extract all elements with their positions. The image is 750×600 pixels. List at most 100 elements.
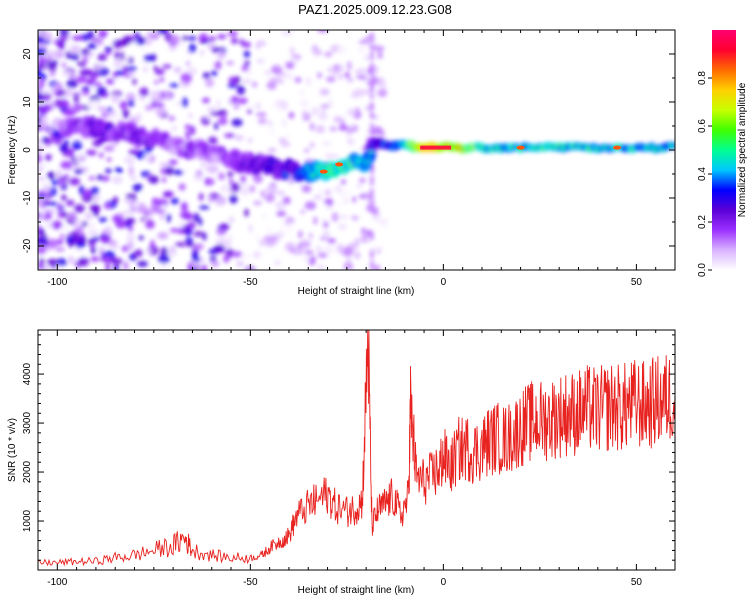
spectrogram-noise-blob — [111, 141, 119, 147]
spectrogram-noise-blob — [132, 78, 137, 85]
spectrogram-noise-blob — [193, 231, 204, 237]
spectrogram-noise-blob — [38, 78, 45, 89]
colorbar-tick-label: 0.0 — [697, 263, 708, 277]
spectrogram-noise-blob — [185, 132, 191, 142]
spectrogram-noise-blob — [51, 220, 63, 230]
spectrogram-noise-blob — [369, 203, 374, 210]
spectrogram-noise-blob — [154, 68, 165, 76]
spectrogram-noise-blob — [224, 133, 236, 139]
spectrogram-noise-blob — [65, 199, 75, 207]
spectrogram-noise-blob — [318, 187, 323, 198]
spectrogram-noise-blob — [178, 183, 186, 191]
spectrogram-noise-blob — [352, 196, 357, 203]
spectrogram-noise-blob — [55, 247, 66, 252]
spectrogram-noise-blob — [206, 164, 219, 174]
spectrogram-noise-blob — [66, 40, 73, 51]
spectrogram-noise-blob — [213, 61, 222, 69]
spectrogram-noise-blob — [346, 127, 352, 136]
spectrogram-noise-blob — [125, 92, 136, 102]
spectrogram-noise-blob — [193, 243, 204, 251]
spectrogram-noise-blob — [323, 221, 329, 229]
spectrogram-xtick-label: 50 — [631, 277, 643, 288]
spectrogram-noise-blob — [128, 166, 135, 176]
spectrogram-peak — [335, 162, 344, 167]
spectrogram-noise-blob — [105, 263, 111, 270]
spectrogram-noise-blob — [315, 125, 326, 134]
spectrogram-noise-blob — [353, 88, 366, 97]
spectrogram-noise-blob — [170, 34, 180, 45]
snr-ytick-label: 2000 — [22, 460, 33, 483]
spectrogram-noise-blob — [130, 175, 138, 181]
snr-content — [38, 330, 675, 567]
spectrogram-noise-blob — [105, 225, 112, 236]
spectrogram-noise-blob — [320, 184, 330, 191]
spectrogram-noise-blob — [161, 177, 167, 183]
spectrogram-noise-blob — [46, 138, 53, 144]
spectrogram-noise-blob — [38, 236, 44, 246]
spectrogram-noise-blob — [116, 168, 123, 174]
spectrogram-noise-blob — [57, 39, 65, 50]
spectrogram-noise-blob — [123, 155, 135, 165]
spectrogram-noise-blob — [46, 171, 56, 180]
spectrogram-noise-blob — [265, 70, 270, 75]
spectrogram-noise-blob — [87, 30, 94, 40]
spectrogram-noise-blob — [289, 47, 295, 55]
spectrogram-noise-blob — [74, 218, 84, 228]
spectrogram-noise-blob — [313, 216, 318, 225]
spectrogram-noise-blob — [369, 54, 374, 61]
spectrogram-noise-blob — [306, 76, 312, 87]
spectrogram-ridge — [52, 115, 675, 183]
spectrogram-noise-blob — [231, 251, 243, 258]
spectrogram-noise-blob — [181, 97, 188, 108]
spectrogram-noise-blob — [38, 120, 50, 128]
spectrogram-noise-blob — [162, 191, 173, 198]
spectrogram-noise-blob — [53, 99, 65, 108]
spectrogram-noise-blob — [91, 241, 96, 248]
spectrogram-noise-blob — [169, 83, 180, 88]
spectrogram-noise-blob — [369, 64, 374, 71]
spectrogram-noise-blob — [360, 227, 366, 234]
spectrogram-noise-blob — [128, 149, 140, 156]
spectrogram-noise-blob — [267, 148, 277, 153]
spectrogram-noise-blob — [227, 234, 233, 243]
spectrogram-noise-blob — [103, 256, 113, 265]
colorbar-label: Normalized spectral amplitude — [737, 82, 748, 217]
colorbar-tick-label: 0.8 — [697, 71, 708, 85]
spectrogram-noise-blob — [119, 100, 128, 110]
spectrogram-noise-blob — [257, 117, 268, 125]
spectrogram-noise-blob — [151, 197, 159, 204]
spectrogram-noise-blob — [82, 188, 93, 199]
spectrogram-noise-blob — [78, 256, 89, 267]
spectrogram-noise-blob — [266, 227, 272, 237]
spectrogram-noise-blob — [228, 76, 238, 85]
spectrogram-noise-blob — [257, 124, 269, 130]
spectrogram-noise-blob — [241, 78, 252, 84]
spectrogram-noise-blob — [209, 111, 220, 116]
spectrogram-noise-blob — [338, 64, 344, 74]
spectrogram-noise-blob — [122, 35, 133, 46]
spectrogram-noise-blob — [281, 118, 287, 128]
spectrogram-noise-blob — [171, 125, 177, 132]
spectrogram-ridge-core — [231, 152, 238, 158]
spectrogram-noise-blob — [185, 237, 194, 244]
spectrogram-noise-blob — [157, 30, 169, 35]
spectrogram-noise-blob — [205, 78, 214, 88]
spectrogram-noise-blob — [329, 126, 337, 132]
spectrogram-noise-blob — [372, 126, 383, 136]
spectrogram-noise-blob — [347, 122, 354, 128]
spectrogram-noise-blob — [76, 75, 88, 84]
spectrogram-noise-blob — [125, 209, 132, 215]
spectrogram-noise-blob — [67, 211, 77, 222]
spectrogram-noise-blob — [140, 217, 145, 222]
spectrogram-noise-blob — [89, 71, 99, 80]
spectrogram-noise-blob — [302, 255, 311, 262]
spectrogram-noise-blob — [138, 36, 146, 43]
spectrogram-noise-blob — [192, 261, 198, 269]
spectrogram-peak — [420, 145, 452, 150]
spectrogram-noise-blob — [356, 75, 368, 80]
spectrogram-noise-blob — [309, 122, 315, 131]
spectrogram-noise-blob — [319, 88, 330, 96]
spectrogram-noise-blob — [369, 260, 374, 267]
spectrogram-noise-blob — [381, 84, 387, 90]
